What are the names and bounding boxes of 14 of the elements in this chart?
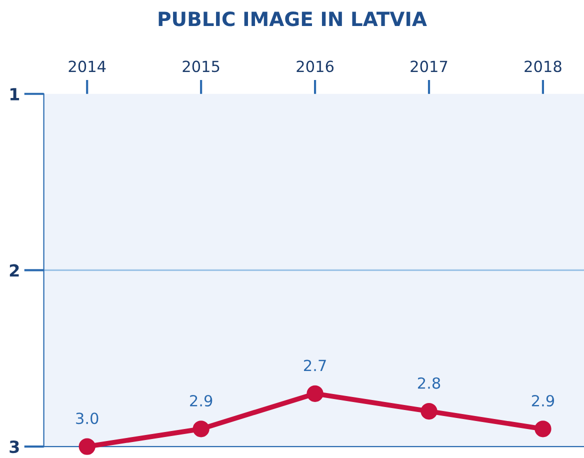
data-label: 3.0	[76, 412, 98, 424]
x-tick-label: 2014	[68, 60, 106, 72]
chart-title: PUBLIC IMAGE IN LATVIA	[158, 12, 427, 26]
data-label: 2.9	[532, 394, 554, 407]
x-tick-label: 2017	[410, 60, 448, 72]
data-label: 2.7	[304, 360, 326, 372]
y-tick-label: 3	[10, 440, 19, 454]
y-tick-label: 2	[10, 264, 19, 277]
x-tick-label: 2015	[182, 60, 220, 72]
data-label: 2.9	[190, 394, 212, 407]
x-tick-label: 2018	[524, 60, 562, 72]
x-tick-label: 2016	[296, 60, 334, 72]
data-label: 2.8	[418, 377, 440, 389]
y-tick-label: 1	[10, 88, 20, 100]
